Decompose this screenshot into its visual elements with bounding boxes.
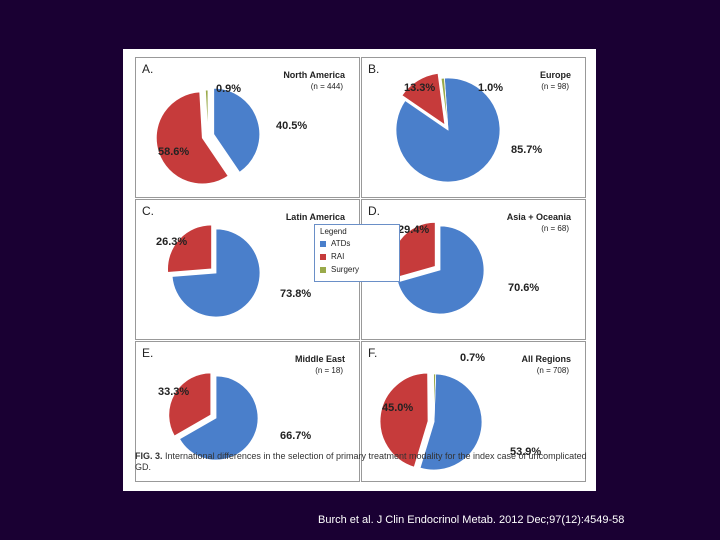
data-label-surgery: 0.9% [216,83,242,95]
legend-swatch-surgery [320,266,326,273]
pie-slice-atds [179,375,259,461]
region-title: Middle East [294,354,345,364]
pie-chart [379,372,483,471]
panel-letter: D. [368,204,380,218]
figure-caption: FIG. 3. International differences in the… [135,451,587,473]
legend-label-rai: RAI [331,252,345,261]
pie-panel: E. Middle East (n = 18) 66.7% 33.3% [135,341,360,482]
caption-label: FIG. 3. [135,451,163,461]
sample-size: (n = 98) [541,82,569,91]
sample-size: (n = 18) [315,366,343,375]
data-label-surgery: 0.7% [460,352,486,364]
legend-item-rai: RAI [320,252,344,261]
pie-panel: B. Europe (n = 98) 85.7% 13.3% 1.0% [361,57,586,198]
region-title: Europe [539,70,571,80]
data-label-surgery: 1.0% [478,82,504,94]
legend-label-surgery: Surgery [331,265,360,274]
data-label-atds: 73.8% [280,288,312,300]
panel-letter: F. [368,346,378,360]
caption-text: International differences in the selecti… [135,451,587,472]
pie-panel: F. All Regions (n = 708) 53.9% 45.0% 0.7% [361,341,586,482]
pie-slice-surgery [440,77,449,131]
panel-letter: E. [142,346,154,360]
legend-swatch-atds [320,240,326,247]
sample-size: (n = 68) [541,224,569,233]
sample-size: (n = 708) [536,366,569,375]
pie-slice-rai [155,91,229,185]
pie-slice-atds [395,77,501,183]
data-label-atds: 40.5% [276,120,308,132]
pie-chart [167,224,261,318]
pie-slice-surgery [204,89,209,137]
region-title: Asia + Oceania [506,212,571,222]
figure: A. North America (n = 444) 40.5% 58.6% 0.9% B.… [123,49,596,491]
data-label-rai: 58.6% [158,146,190,158]
pie-slice-atds [397,225,485,315]
region-title: Latin America [285,212,345,222]
citation: Burch et al. J Clin Endocrinol Metab. 20… [318,514,625,526]
legend-item-surgery: Surgery [320,265,359,274]
legend-item-atds: ATDs [320,239,350,248]
pie-slice-atds [171,228,261,318]
legend: Legend ATDs RAI Surgery [314,224,400,282]
pie-chart [390,221,485,315]
pie-slice-atds [213,87,261,173]
pie-chart [395,72,501,183]
data-label-rai: 45.0% [382,402,414,414]
region-title: North America [283,70,345,80]
panel-letter: C. [142,204,154,218]
data-label-rai: 33.3% [158,386,190,398]
data-label-rai: 29.4% [398,224,430,236]
panel-letter: A. [142,62,154,76]
pie-slice-atds [419,373,483,471]
data-label-atds: 70.6% [508,282,540,294]
legend-title: Legend [320,227,347,236]
region-title: All Regions [521,354,571,364]
data-label-atds: 66.7% [280,430,312,442]
data-label-atds: 85.7% [511,144,543,156]
legend-swatch-rai [320,253,326,260]
panel-letter: B. [368,62,380,76]
data-label-rai: 26.3% [156,236,188,248]
pie-chart [168,372,259,461]
pie-chart [155,87,261,185]
data-label-rai: 13.3% [404,82,436,94]
legend-label-atds: ATDs [331,239,351,248]
sample-size: (n = 444) [310,82,343,91]
data-label-atds: 53.9% [510,446,542,458]
pie-slice-rai [168,372,212,437]
pie-slice-rai [167,224,212,273]
pie-slice-rai [379,372,429,468]
pie-panel: A. North America (n = 444) 40.5% 58.6% 0.9% [135,57,360,198]
pie-slice-rai [401,72,446,126]
pie-slice-surgery [433,373,437,423]
